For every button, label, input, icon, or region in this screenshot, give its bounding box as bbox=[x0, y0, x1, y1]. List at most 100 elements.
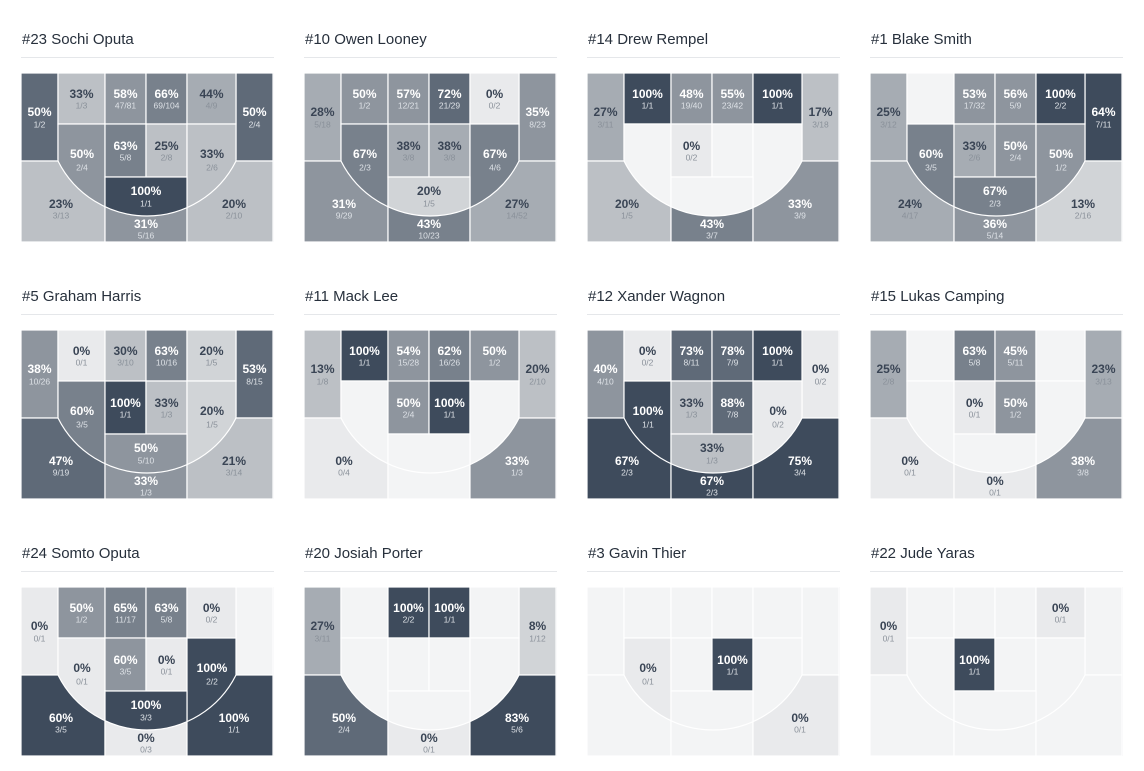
zone-paint-right bbox=[428, 637, 471, 692]
zone-left-corner-three bbox=[587, 330, 625, 419]
zone-percentage: 30% bbox=[113, 344, 137, 358]
zone-percentage: 64% bbox=[1091, 105, 1115, 119]
zone-percentage: 100% bbox=[197, 661, 228, 675]
zone-percentage: 0% bbox=[31, 619, 49, 633]
zone-made-attempted: 1/2 bbox=[34, 119, 46, 129]
zone-percentage: 100% bbox=[219, 711, 250, 725]
zone-made-attempted: 3/13 bbox=[53, 210, 70, 220]
zone-percentage: 43% bbox=[417, 217, 441, 231]
zone-right-baseline bbox=[752, 587, 803, 639]
zone-percentage: 27% bbox=[505, 197, 529, 211]
zone-made-attempted: 4/9 bbox=[206, 100, 218, 110]
zone-percentage: 33% bbox=[134, 474, 158, 488]
zone-percentage: 83% bbox=[505, 711, 529, 725]
zone-made-attempted: 2/3 bbox=[359, 162, 371, 172]
zone-made-attempted: 0/1 bbox=[642, 676, 654, 686]
zone-made-attempted: 1/1 bbox=[120, 409, 132, 419]
zone-left-corner-three bbox=[587, 73, 625, 162]
zone-made-attempted: 8/23 bbox=[529, 119, 546, 129]
zone-made-attempted: 2/6 bbox=[206, 162, 218, 172]
zone-percentage: 50% bbox=[1049, 147, 1073, 161]
zone-paint-left bbox=[387, 637, 430, 692]
zone-paint-right bbox=[994, 380, 1037, 435]
zone-made-attempted: 4/10 bbox=[597, 376, 614, 386]
zone-made-attempted: 3/8 bbox=[1077, 467, 1089, 477]
zone-percentage: 0% bbox=[880, 619, 898, 633]
zone-percentage: 25% bbox=[876, 105, 900, 119]
zone-paint-right-baseline bbox=[994, 587, 1037, 639]
court-heatmap: 50%1/250%2/433%1/358%47/8166%69/10444%4/… bbox=[21, 73, 274, 242]
zone-percentage: 60% bbox=[70, 404, 94, 418]
player-name-title: #11 Mack Lee bbox=[305, 288, 399, 305]
three-point-arc bbox=[906, 417, 1086, 474]
zone-percentage: 0% bbox=[73, 661, 91, 675]
title-divider bbox=[21, 57, 274, 58]
zone-made-attempted: 0/1 bbox=[34, 633, 46, 643]
zone-right-corner-three bbox=[1084, 587, 1123, 676]
zone-made-attempted: 2/4 bbox=[249, 119, 261, 129]
three-point-arc bbox=[57, 674, 237, 731]
zone-made-attempted: 1/2 bbox=[76, 614, 88, 624]
player-name-title: #10 Owen Looney bbox=[305, 31, 427, 48]
zone-made-attempted: 1/1 bbox=[228, 724, 240, 734]
zone-made-attempted: 1/1 bbox=[727, 666, 739, 676]
zone-right-corner-three bbox=[801, 73, 840, 162]
zone-percentage: 100% bbox=[434, 601, 465, 615]
zone-made-attempted: 2/3 bbox=[706, 487, 718, 497]
title-divider bbox=[21, 314, 274, 315]
zone-percentage: 23% bbox=[1091, 362, 1115, 376]
zone-made-attempted: 1/5 bbox=[206, 357, 218, 367]
three-point-arc bbox=[623, 160, 803, 217]
zone-paint-right-baseline bbox=[711, 587, 754, 639]
zone-percentage: 31% bbox=[134, 217, 158, 231]
zone-percentage: 0% bbox=[986, 474, 1004, 488]
court-heatmap: 28%5/18 35%8/23 50%1/2 57%12/21 72%21/29 0%0/… bbox=[304, 73, 557, 242]
zone-made-attempted: 1/2 bbox=[489, 357, 501, 367]
zone-free-throw-midrange bbox=[104, 690, 188, 730]
zone-made-attempted: 1/1 bbox=[444, 614, 456, 624]
zone-percentage: 0% bbox=[486, 87, 504, 101]
zone-left-baseline bbox=[340, 330, 389, 382]
zone-percentage: 50% bbox=[69, 601, 93, 615]
zone-percentage: 56% bbox=[1003, 87, 1027, 101]
zone-percentage: 58% bbox=[113, 87, 137, 101]
zone-left-baseline bbox=[623, 330, 672, 382]
player-shot-chart: #5 Graham Harris 38% 10/26 53% 8/15 0% 0/1 30% 3… bbox=[21, 257, 274, 499]
zone-percentage: 0% bbox=[203, 601, 221, 615]
zone-percentage: 8% bbox=[529, 619, 547, 633]
zone-made-attempted: 11/17 bbox=[115, 614, 136, 624]
three-point-arc bbox=[340, 674, 520, 731]
court-heatmap: 27%3/1117%3/18100%1/148%19/4055%23/42100… bbox=[587, 73, 840, 242]
zone-made-attempted: 1/3 bbox=[706, 455, 718, 465]
zone-made-attempted: 5/8 bbox=[161, 614, 173, 624]
zone-made-attempted: 5/11 bbox=[1008, 357, 1024, 367]
zone-percentage: 100% bbox=[349, 344, 380, 358]
zone-made-attempted: 9/29 bbox=[336, 210, 353, 220]
zone-paint-left bbox=[670, 637, 713, 692]
zone-made-attempted: 0/2 bbox=[815, 376, 827, 386]
zone-percentage: 38% bbox=[27, 362, 51, 376]
zone-percentage: 20% bbox=[525, 362, 549, 376]
player-shot-chart: #15 Lukas Camping 25% 2/8 23% 3/13 63% 5/8 45% 5… bbox=[870, 257, 1123, 499]
zone-right-baseline bbox=[186, 330, 237, 382]
zone-made-attempted: 17/32 bbox=[964, 100, 986, 110]
zone-percentage: 38% bbox=[1071, 454, 1095, 468]
zone-made-attempted: 5/8 bbox=[969, 357, 981, 367]
zone-made-attempted: 2/4 bbox=[403, 409, 415, 419]
zone-made-attempted: 2/8 bbox=[883, 376, 895, 386]
zone-made-attempted: 1/3 bbox=[140, 487, 152, 497]
zone-made-attempted: 1/1 bbox=[444, 409, 456, 419]
three-point-arc bbox=[340, 160, 520, 217]
zone-percentage: 33% bbox=[505, 454, 529, 468]
court-heatmap: 0%0/150%1/265%11/1763%5/80%0/260%3/50%0/… bbox=[21, 587, 274, 756]
zone-made-attempted: 0/2 bbox=[642, 357, 654, 367]
zone-made-attempted: 0/1 bbox=[883, 633, 895, 643]
zone-made-attempted: 1/1 bbox=[140, 198, 152, 208]
player-name-title: #14 Drew Rempel bbox=[588, 31, 709, 48]
zone-made-attempted: 3/8 bbox=[444, 152, 456, 162]
zone-percentage: 100% bbox=[959, 653, 990, 667]
zone-paint-right bbox=[711, 123, 754, 178]
zone-percentage: 33% bbox=[69, 87, 93, 101]
zone-percentage: 0% bbox=[1052, 601, 1070, 615]
